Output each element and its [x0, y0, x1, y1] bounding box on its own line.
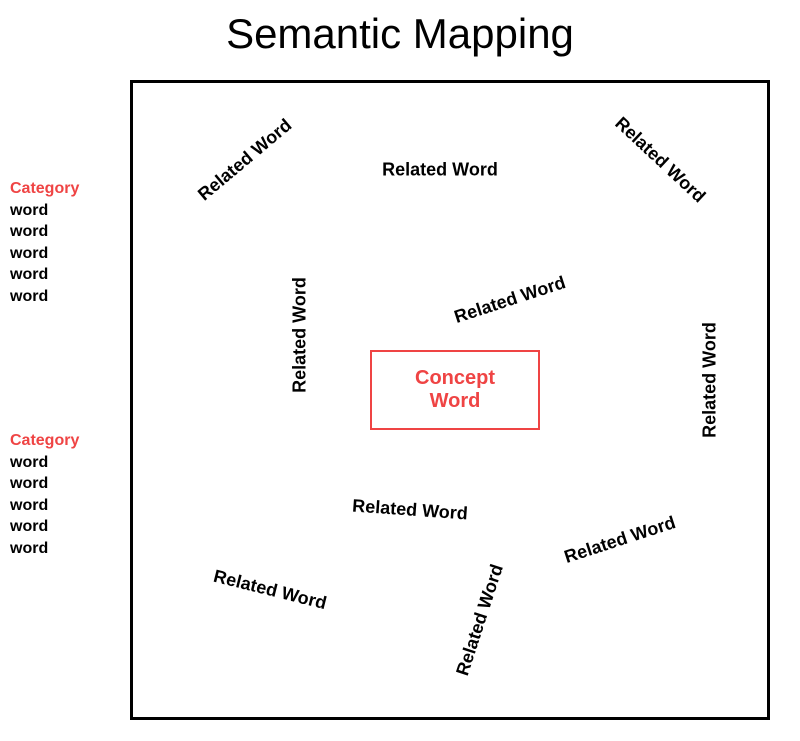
- category-word: word: [10, 538, 79, 560]
- category-word: word: [10, 473, 79, 495]
- category-heading: Category: [10, 178, 79, 200]
- concept-word-box: Concept Word: [370, 350, 540, 430]
- concept-word-text: Concept Word: [415, 367, 495, 413]
- page-root: Semantic Mapping Categorywordwordwordwor…: [0, 0, 800, 741]
- category-word: word: [10, 516, 79, 538]
- page-title: Semantic Mapping: [0, 10, 800, 58]
- category-word: word: [10, 264, 79, 286]
- category-heading: Category: [10, 430, 79, 452]
- related-word: Related Word: [382, 160, 498, 181]
- category-block-0: Categorywordwordwordwordword: [10, 178, 79, 308]
- category-word: word: [10, 495, 79, 517]
- related-word: Related Word: [700, 322, 721, 438]
- category-word: word: [10, 221, 79, 243]
- category-word: word: [10, 286, 79, 308]
- related-word: Related Word: [290, 277, 311, 393]
- category-word: word: [10, 452, 79, 474]
- category-block-1: Categorywordwordwordwordword: [10, 430, 79, 560]
- concept-line2: Word: [430, 390, 481, 412]
- category-word: word: [10, 200, 79, 222]
- category-word: word: [10, 243, 79, 265]
- concept-line1: Concept: [415, 367, 495, 389]
